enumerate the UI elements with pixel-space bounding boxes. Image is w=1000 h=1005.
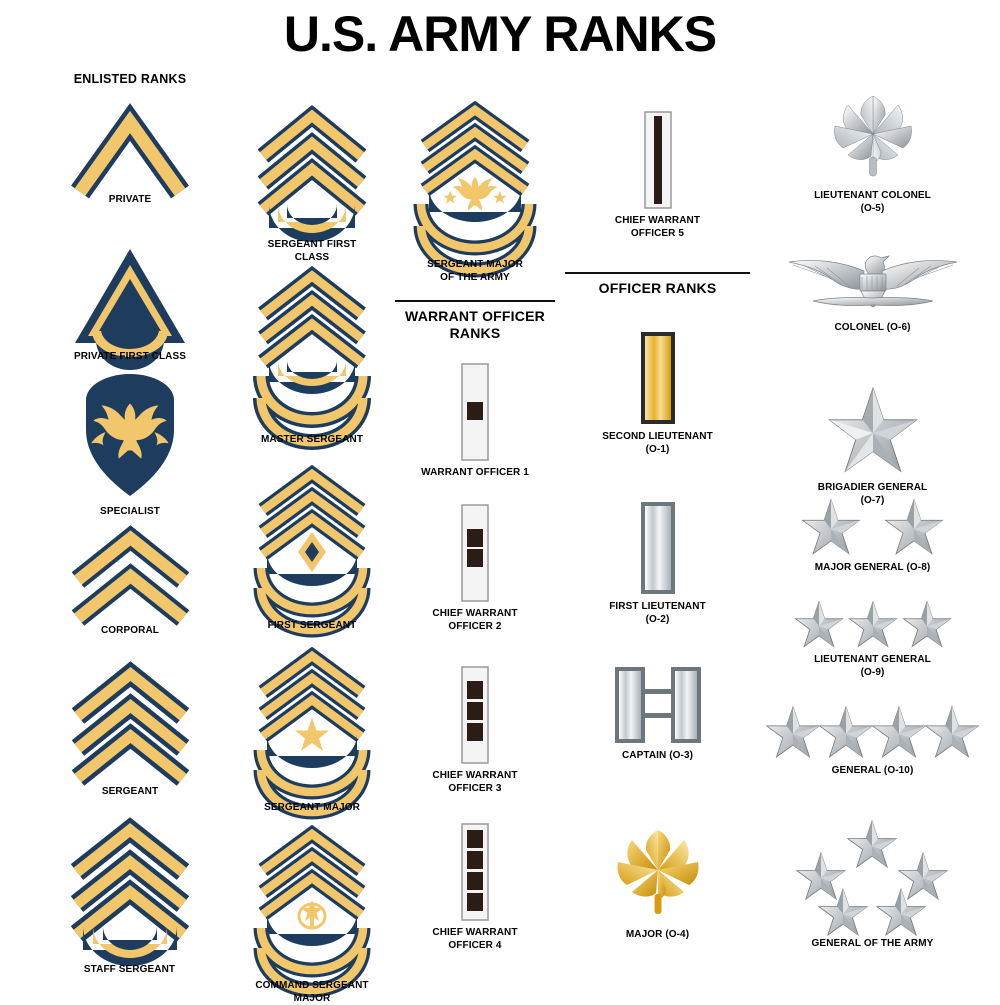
- rank-sergeant: SERGEANT: [55, 661, 205, 799]
- chevron-csm-wreath-star-icon: [253, 824, 371, 998]
- rank-staff-sergeant: STAFF SERGEANT: [52, 817, 207, 977]
- rank-label: WARRANT OFFICER 1: [421, 467, 529, 478]
- rank-label: GENERAL OF THE ARMY: [811, 938, 934, 949]
- rank-colonel: COLONEL (O-6): [765, 250, 980, 335]
- rank-label: FIRST LIEUTENANT (O-2): [609, 601, 706, 625]
- rank-major-general: MAJOR GENERAL (O-8): [765, 498, 980, 575]
- rank-label: COLONEL (O-6): [834, 322, 911, 333]
- divider-officer: [565, 272, 750, 274]
- specialist-eagle-shield-icon: [80, 372, 180, 500]
- divider-warrant: [395, 300, 555, 302]
- rank-corporal: CORPORAL: [55, 525, 205, 638]
- rank-second-lieutenant: SECOND LIEUTENANT (O-1): [580, 330, 735, 456]
- three-stars-icon: [789, 600, 957, 652]
- rank-label: SERGEANT: [101, 786, 159, 797]
- rank-label: MAJOR GENERAL (O-8): [814, 562, 931, 573]
- rank-specialist: SPECIALIST: [65, 372, 195, 519]
- rank-label: MAJOR (O-4): [625, 929, 690, 940]
- rank-label: CHIEF WARRANT OFFICER 2: [432, 608, 518, 632]
- rank-label: COMMAND SERGEANT MAJOR: [255, 980, 369, 1004]
- rank-label: SERGEANT MAJOR: [264, 802, 360, 813]
- rank-captain: CAPTAIN (O-3): [580, 665, 735, 763]
- bar-cw3-three-squares-icon: [460, 665, 490, 765]
- rank-label: PRIVATE FIRST CLASS: [73, 351, 187, 362]
- rank-sergeant-first-class: SERGEANT FIRST CLASS: [237, 105, 387, 264]
- page-title: U.S. ARMY RANKS: [283, 6, 717, 62]
- silver-oak-leaf-icon: [824, 88, 922, 188]
- gold-bar-icon: [639, 330, 677, 426]
- rank-chief-warrant-officer-2: CHIEF WARRANT OFFICER 2: [400, 503, 550, 633]
- rank-lieutenant-colonel: LIEUTENANT COLONEL (O-5): [790, 88, 955, 215]
- rank-first-lieutenant: FIRST LIEUTENANT (O-2): [580, 500, 735, 626]
- rank-label: SPECIALIST: [100, 506, 160, 517]
- bar-cw5-full-stripe-icon: [643, 110, 673, 210]
- rank-chief-warrant-officer-3: CHIEF WARRANT OFFICER 3: [400, 665, 550, 795]
- chevron-msg-icon: [253, 265, 371, 450]
- rank-warrant-officer-1: WARRANT OFFICER 1: [400, 362, 550, 480]
- bar-cw2-two-squares-icon: [460, 503, 490, 603]
- section-header-warrant: WARRANT OFFICER RANKS: [405, 308, 545, 342]
- section-warrant-wrap: WARRANT OFFICER RANKS: [385, 300, 565, 342]
- gold-oak-leaf-icon: [606, 822, 710, 927]
- chevron-1sg-diamond-icon: [253, 464, 371, 638]
- rank-first-sergeant: FIRST SERGEANT: [237, 464, 387, 638]
- rank-general: GENERAL (O-10): [750, 705, 995, 778]
- five-stars-circle-icon: [785, 818, 960, 937]
- rank-label: CHIEF WARRANT OFFICER 4: [432, 927, 518, 951]
- section-officer-wrap: OFFICER RANKS: [560, 272, 755, 297]
- chevron-sgm-star-icon: [253, 646, 371, 820]
- rank-label: STAFF SERGEANT: [83, 964, 176, 975]
- four-stars-icon: [765, 705, 980, 763]
- silver-double-bar-icon: [613, 665, 703, 745]
- rank-chief-warrant-officer-4: CHIEF WARRANT OFFICER 4: [400, 822, 550, 952]
- rank-master-sergeant: MASTER SERGEANT: [237, 265, 387, 450]
- chevron-sma-eagle-icon: [413, 100, 537, 278]
- section-header-officer: OFFICER RANKS: [598, 280, 717, 296]
- rank-command-sergeant-major: COMMAND SERGEANT MAJOR: [237, 824, 387, 1005]
- rank-label: FIRST SERGEANT: [267, 620, 357, 631]
- chevron-1-private-icon: [70, 103, 190, 199]
- chevron-2-corporal-icon: [68, 525, 193, 626]
- rank-label: CORPORAL: [100, 625, 160, 636]
- rank-label: GENERAL (O-10): [831, 765, 914, 776]
- rank-label: BRIGADIER GENERAL (O-7): [817, 482, 928, 506]
- rank-label: SERGEANT MAJOR OF THE ARMY: [427, 259, 523, 283]
- rank-label: LIEUTENANT GENERAL (O-9): [814, 654, 931, 678]
- rank-chief-warrant-officer-5: CHIEF WARRANT OFFICER 5: [580, 110, 735, 240]
- silver-eagle-icon: [783, 250, 963, 320]
- rank-sergeant-major-of-the-army: SERGEANT MAJOR OF THE ARMY: [400, 100, 550, 284]
- two-stars-icon: [785, 498, 960, 560]
- rank-label: SERGEANT FIRST CLASS: [267, 239, 357, 263]
- section-header-enlisted: ENLISTED RANKS: [73, 72, 187, 86]
- rank-lieutenant-general: LIEUTENANT GENERAL (O-9): [770, 600, 975, 679]
- rank-label: LIEUTENANT COLONEL (O-5): [814, 190, 931, 214]
- rank-brigadier-general: BRIGADIER GENERAL (O-7): [790, 385, 955, 507]
- chevron-3-rocker-staff-sergeant-icon: [65, 817, 195, 966]
- rank-label: CHIEF WARRANT OFFICER 5: [614, 215, 701, 239]
- rank-label: CHIEF WARRANT OFFICER 3: [432, 770, 518, 794]
- silver-bar-icon: [639, 500, 677, 596]
- chevron-3-sergeant-icon: [68, 661, 193, 786]
- rank-private-first-class: PRIVATE FIRST CLASS: [55, 243, 205, 370]
- rank-label: MASTER SERGEANT: [260, 434, 364, 445]
- rank-sergeant-major: SERGEANT MAJOR: [237, 646, 387, 820]
- rank-label: CAPTAIN (O-3): [621, 750, 694, 761]
- rank-label: SECOND LIEUTENANT (O-1): [602, 431, 713, 455]
- bar-wo1-one-square-icon: [460, 362, 490, 462]
- rank-major: MAJOR (O-4): [580, 822, 735, 942]
- chevron-sfc-icon: [253, 105, 371, 242]
- rank-label: PRIVATE: [108, 194, 152, 205]
- one-star-icon: [823, 385, 923, 480]
- chevron-pfc-icon: [70, 243, 190, 370]
- bar-cw4-four-squares-icon: [460, 822, 490, 922]
- rank-general-of-the-army: GENERAL OF THE ARMY: [770, 818, 975, 951]
- rank-private: PRIVATE: [55, 103, 205, 207]
